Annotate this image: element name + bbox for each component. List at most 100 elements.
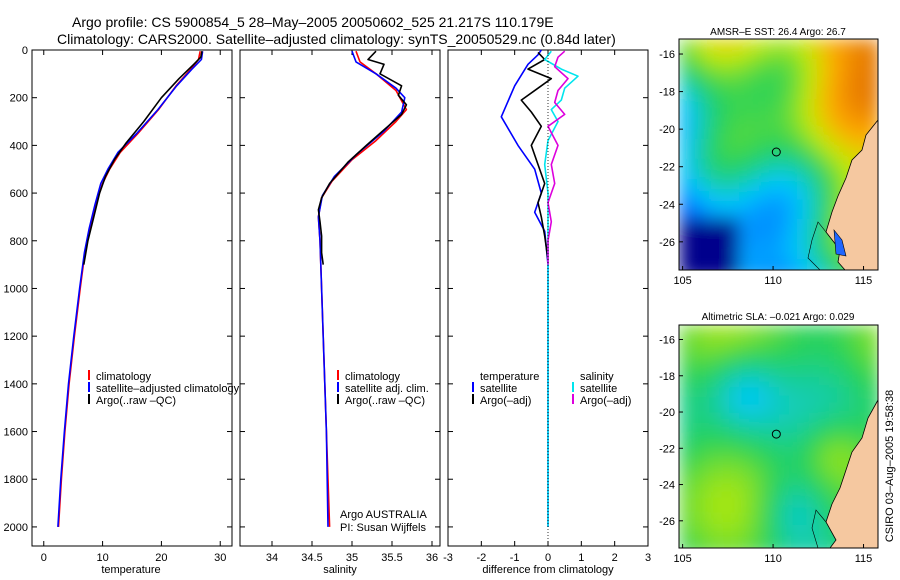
map-cell xyxy=(729,109,740,120)
map-cell xyxy=(809,49,820,60)
map-cell xyxy=(809,189,820,200)
map-cell xyxy=(709,525,720,536)
map-cell xyxy=(709,335,720,346)
map-cell xyxy=(699,249,710,260)
legend-label-satellite: satellite adj. clim. xyxy=(345,383,429,395)
map-cell xyxy=(739,149,750,160)
map-cell xyxy=(759,69,770,80)
map-cell xyxy=(819,99,830,110)
map-cell xyxy=(709,99,720,110)
map-cell xyxy=(739,535,750,546)
map-cell xyxy=(759,169,770,180)
map-cell xyxy=(749,475,760,486)
map-cell xyxy=(699,239,710,250)
map-cell xyxy=(689,475,700,486)
map-cell xyxy=(789,89,800,100)
x-tick-label: 36 xyxy=(426,552,438,564)
map-cell xyxy=(739,139,750,150)
map-cell xyxy=(819,39,830,50)
map-cell xyxy=(699,69,710,80)
map-cell xyxy=(689,129,700,140)
map-cell xyxy=(829,415,840,426)
map-cell xyxy=(829,535,840,546)
map-cell xyxy=(739,39,750,50)
map-cell xyxy=(709,59,720,70)
map-cell xyxy=(679,99,690,110)
map-cell xyxy=(799,89,810,100)
map-cell xyxy=(739,209,750,220)
map-cell xyxy=(729,535,740,546)
map-cell xyxy=(839,119,850,130)
map-cell xyxy=(709,119,720,130)
map-cell xyxy=(729,149,740,160)
map-cell xyxy=(809,355,820,366)
map-cell xyxy=(829,345,840,356)
map-cell xyxy=(769,455,780,466)
map-cell xyxy=(829,395,840,406)
map-cell xyxy=(779,99,790,110)
map-cell xyxy=(739,465,750,476)
map-cell xyxy=(859,59,870,70)
y-tick-label: 800 xyxy=(10,236,28,248)
map-cell xyxy=(719,249,730,260)
map-cell xyxy=(819,445,830,456)
y-tick-label: 1600 xyxy=(4,427,28,439)
map-cell xyxy=(699,229,710,240)
map-cell xyxy=(789,59,800,70)
map-cell xyxy=(749,69,760,80)
legend-label-satellite: satellite–adjusted climatology xyxy=(96,383,240,395)
map-cell xyxy=(739,129,750,140)
map-cell xyxy=(819,375,830,386)
header-line-2: Climatology: CARS2000. Satellite–adjuste… xyxy=(57,31,616,47)
map-cell xyxy=(809,385,820,396)
map-cell xyxy=(849,39,860,50)
map-cell xyxy=(849,405,860,416)
map-cell xyxy=(829,49,840,60)
map-cell xyxy=(709,465,720,476)
map-cell xyxy=(739,415,750,426)
map-cell xyxy=(769,119,780,130)
map-cell xyxy=(789,535,800,546)
map-cell xyxy=(829,159,840,170)
map-cell xyxy=(699,335,710,346)
map-cell xyxy=(819,79,830,90)
map-cell xyxy=(769,159,780,170)
map-cell xyxy=(809,89,820,100)
map-cell xyxy=(689,109,700,120)
map-cell xyxy=(759,465,770,476)
map-cell xyxy=(749,169,760,180)
map-y-tick-label: -18 xyxy=(659,371,675,383)
map-cell xyxy=(739,99,750,110)
map-cell xyxy=(689,485,700,496)
map-cell xyxy=(769,395,780,406)
map-cell xyxy=(849,395,860,406)
map-y-tick-label: -20 xyxy=(659,407,675,419)
map-cell xyxy=(839,345,850,356)
map-cell xyxy=(789,445,800,456)
map-cell xyxy=(759,435,770,446)
map-cell xyxy=(819,495,830,506)
map-cell xyxy=(799,139,810,150)
map-cell xyxy=(869,79,878,90)
map-cell xyxy=(799,375,810,386)
map-cell xyxy=(709,229,720,240)
map-cell xyxy=(839,89,850,100)
map-cell xyxy=(829,385,840,396)
map-cell xyxy=(809,229,820,240)
map-cell xyxy=(719,159,730,170)
map-cell xyxy=(869,375,878,386)
map-cell xyxy=(759,229,770,240)
map-cell xyxy=(789,49,800,60)
map-cell xyxy=(829,375,840,386)
map-cell xyxy=(819,69,830,80)
map-cell xyxy=(689,455,700,466)
map-cell xyxy=(859,109,870,120)
map-cell xyxy=(739,325,750,336)
map-cell xyxy=(779,139,790,150)
map-cell xyxy=(849,425,860,436)
map-cell xyxy=(729,475,740,486)
map-cell xyxy=(739,515,750,526)
map-cell xyxy=(769,495,780,506)
map-cell xyxy=(689,525,700,536)
map-cell xyxy=(719,355,730,366)
